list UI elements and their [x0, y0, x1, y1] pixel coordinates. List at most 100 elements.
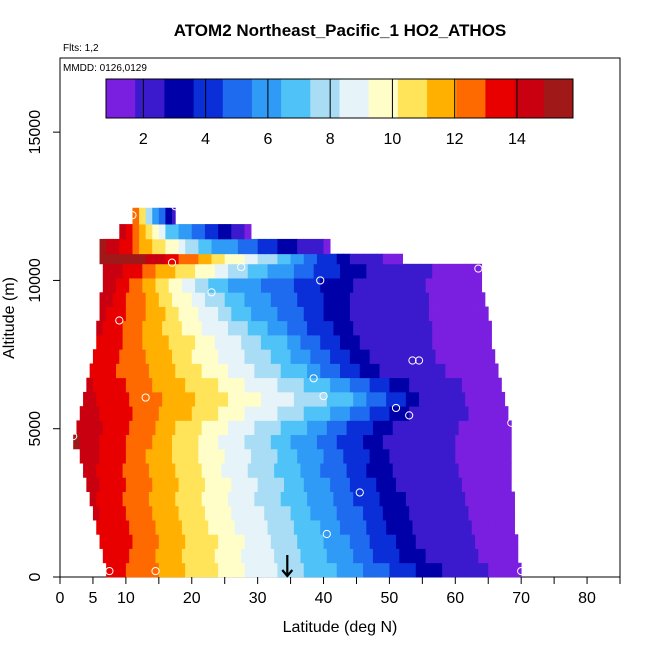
heatmap-cell [257, 477, 265, 492]
heatmap-cell [349, 448, 357, 464]
heatmap-cell [405, 491, 413, 507]
heatmap-cell [237, 377, 245, 393]
heatmap-cell [214, 263, 222, 279]
heatmap-cell [389, 292, 397, 307]
heatmap-cell [86, 377, 94, 393]
heatmap-cell [356, 562, 364, 578]
heatmap-cell [175, 463, 183, 478]
heatmap-cell [191, 238, 199, 255]
heatmap-cell [132, 406, 140, 421]
heatmap-cell [228, 463, 235, 478]
heatmap-cell [415, 377, 423, 393]
heatmap-cell [303, 406, 311, 421]
heatmap-cell [363, 406, 371, 421]
heatmap-cell [409, 306, 417, 322]
heatmap-cell [122, 391, 130, 407]
heatmap-cell [241, 278, 249, 293]
heatmap-cell [109, 335, 117, 350]
heatmap-cell [405, 420, 413, 436]
heatmap-cell [231, 224, 239, 240]
heatmap-cell [234, 548, 242, 564]
heatmap-cell [442, 306, 450, 322]
heatmap-cell [326, 420, 334, 436]
heatmap-cell [356, 377, 364, 393]
heatmap-cell [310, 477, 318, 492]
heatmap-cell [112, 562, 120, 578]
heatmap-cell [330, 349, 338, 364]
heatmap-cell [320, 463, 328, 478]
heatmap-cell [280, 520, 288, 535]
sample-point [151, 566, 160, 576]
heatmap-cell [323, 505, 331, 521]
heatmap-cell [277, 377, 285, 393]
heatmap-cell [112, 477, 120, 492]
heatmap-cell [366, 335, 374, 350]
heatmap-cell [372, 420, 380, 436]
heatmap-cell [122, 491, 130, 507]
heatmap-cell [116, 320, 123, 336]
heatmap-cell [435, 448, 443, 464]
chart-title: ATOM2 Northeast_Pacific_1 HO2_ATHOS [174, 21, 507, 40]
heatmap-cell [455, 434, 463, 450]
heatmap-cell [484, 520, 492, 535]
x-tick-label: 0 [56, 590, 65, 607]
heatmap-cell [498, 520, 506, 535]
heatmap-cell [386, 363, 394, 379]
heatmap-cell [432, 320, 440, 336]
heatmap-cell [96, 463, 104, 478]
heatmap-cell [346, 263, 354, 279]
heatmap-cell [224, 224, 232, 240]
heatmap-cell [175, 520, 183, 535]
heatmap-cell [231, 477, 239, 492]
heatmap-cell [343, 562, 351, 578]
heatmap-cell [274, 420, 282, 436]
heatmap-cell [106, 562, 114, 578]
heatmap-cell [382, 534, 390, 549]
heatmap-cell [300, 278, 308, 293]
heatmap-cell [109, 520, 117, 535]
heatmap-cell [316, 477, 324, 492]
heatmap-cell [458, 278, 466, 293]
heatmap-cell [458, 420, 466, 436]
heatmap-cell [83, 391, 91, 407]
heatmap-cell [409, 534, 417, 549]
heatmap-cell [340, 391, 347, 407]
heatmap-cell [152, 349, 160, 364]
colorbar-swatch [193, 79, 224, 118]
heatmap-cell [330, 505, 338, 521]
heatmap-cell [198, 562, 206, 578]
heatmap-cell [208, 335, 216, 350]
heatmap-cell [234, 391, 242, 407]
heatmap-cell [260, 263, 268, 279]
heatmap-cell [349, 434, 357, 450]
heatmap-cell [471, 391, 479, 407]
heatmap-cell [247, 320, 255, 336]
heatmap-cell [142, 491, 150, 507]
heatmap-cell [142, 278, 150, 293]
heatmap-cell [428, 434, 436, 450]
heatmap-cell [237, 477, 245, 492]
heatmap-cell [323, 448, 331, 464]
heatmap-cell [428, 349, 436, 364]
heatmap-cell [353, 263, 361, 279]
heatmap-cell [237, 562, 245, 578]
heatmap-cell [119, 349, 127, 364]
heatmap-cell [234, 335, 242, 350]
heatmap-cell [415, 477, 423, 492]
heatmap-cell [211, 253, 219, 265]
heatmap-cell [135, 335, 143, 350]
heatmap-cell [267, 463, 275, 478]
heatmap-cell [89, 420, 97, 436]
heatmap-cell [195, 363, 203, 379]
heatmap-cell [471, 335, 479, 350]
heatmap-cell [168, 420, 176, 436]
heatmap-cell [270, 253, 278, 265]
heatmap-cell [442, 505, 450, 521]
heatmap-cell [96, 320, 104, 336]
heatmap-cell [264, 349, 272, 364]
heatmap-cell [122, 278, 130, 293]
heatmap-cell [267, 263, 275, 279]
heatmap-cell [435, 534, 443, 549]
heatmap-cell [257, 448, 265, 464]
heatmap-cell [129, 491, 137, 507]
